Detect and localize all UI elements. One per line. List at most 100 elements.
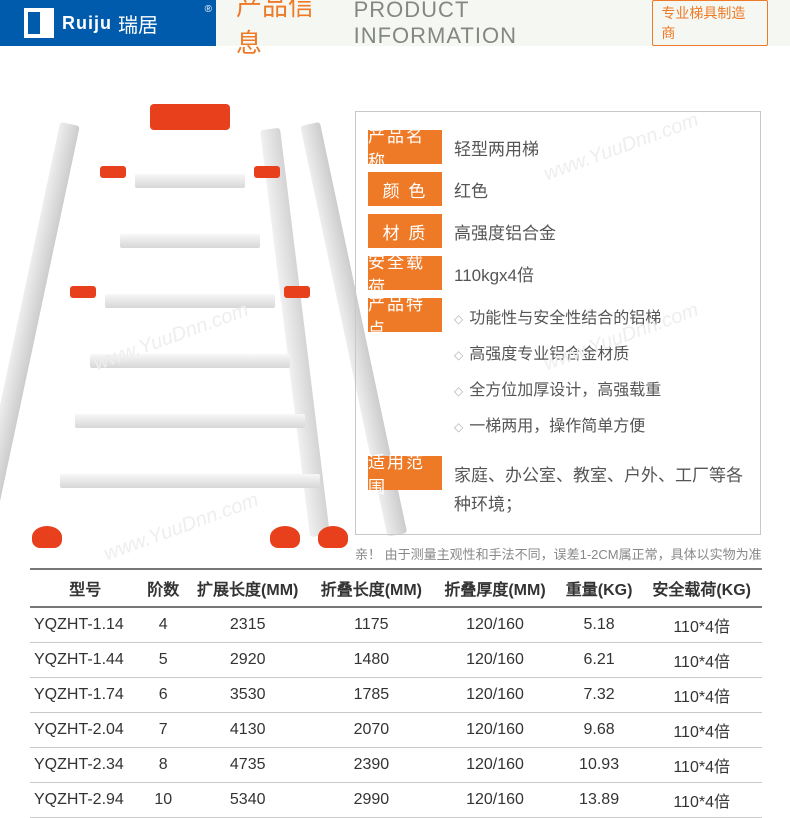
ladder-step (60, 474, 320, 488)
diamond-icon: ◇ (454, 348, 463, 362)
ladder-step (120, 234, 260, 248)
ladder-knob (254, 166, 280, 178)
table-cell: YQZHT-1.14 (30, 607, 141, 643)
info-label-load: 安全载荷 (368, 256, 442, 290)
feature-text: 功能性与安全性结合的铝梯 (469, 310, 661, 327)
table-cell: 10.93 (557, 748, 641, 783)
col-thick: 折叠厚度(MM) (433, 569, 557, 607)
table-cell: 110*4倍 (641, 678, 762, 713)
feature-item: ◇ 一梯两用，操作简单方便 (454, 412, 661, 436)
spec-table-header-row: 型号 阶数 扩展长度(MM) 折叠长度(MM) 折叠厚度(MM) 重量(KG) … (30, 569, 762, 607)
ladder-foot (270, 526, 300, 548)
table-cell: 8 (141, 748, 186, 783)
feature-text: 全方位加厚设计，高强载重 (469, 382, 661, 399)
logo-icon (24, 8, 54, 38)
info-label-material: 材 质 (368, 214, 442, 248)
info-value-material: 高强度铝合金 (442, 214, 556, 247)
info-panel: 产品名称 轻型两用梯 颜 色 红色 材 质 高强度铝合金 安全载荷 110kgx… (355, 111, 761, 535)
table-cell: 4 (141, 607, 186, 643)
logo-box: Ruiju 瑞居 ® (0, 0, 216, 46)
ladder-step (75, 414, 305, 428)
table-row: YQZHT-1.14423151175120/1605.18110*4倍 (30, 607, 762, 643)
table-cell: 1785 (310, 678, 434, 713)
table-row: YQZHT-2.941053402990120/16013.89110*4倍 (30, 783, 762, 818)
ladder-step (135, 174, 245, 188)
info-value-color: 红色 (442, 172, 488, 205)
table-cell: 110*4倍 (641, 783, 762, 818)
disclaimer-text: 亲！ 由于测量主观性和手法不同，误差1-2CM属正常，具体以实物为准 (355, 544, 762, 563)
table-cell: 13.89 (557, 783, 641, 818)
table-cell: 4735 (186, 748, 310, 783)
info-label-features: 产品特点 (368, 298, 442, 332)
logo-en: Ruiju (62, 14, 112, 32)
table-row: YQZHT-1.74635301785120/1607.32110*4倍 (30, 678, 762, 713)
feature-text: 一梯两用，操作简单方便 (469, 418, 645, 435)
table-cell: 120/160 (433, 678, 557, 713)
table-cell: 6 (141, 678, 186, 713)
header-bar: Ruiju 瑞居 ® 产品信息 PRODUCT INFORMATION 专业梯具… (0, 0, 790, 46)
feature-item: ◇ 功能性与安全性结合的铝梯 (454, 304, 661, 328)
ladder-step (105, 294, 275, 308)
header-right: 产品信息 PRODUCT INFORMATION 专业梯具制造商 (216, 0, 790, 46)
title-en: PRODUCT INFORMATION (354, 0, 639, 49)
table-row: YQZHT-2.34847352390120/16010.93110*4倍 (30, 748, 762, 783)
info-row-color: 颜 色 红色 (368, 172, 748, 206)
col-steps: 阶数 (141, 569, 186, 607)
ladder-knob (100, 166, 126, 178)
table-cell: 110*4倍 (641, 643, 762, 678)
table-cell: 1175 (310, 607, 434, 643)
diamond-icon: ◇ (454, 420, 463, 434)
table-cell: 7.32 (557, 678, 641, 713)
table-cell: 110*4倍 (641, 748, 762, 783)
table-cell: 120/160 (433, 748, 557, 783)
expert-badge: 专业梯具制造商 (652, 0, 768, 46)
feature-item: ◇ 高强度专业铝合金材质 (454, 340, 661, 364)
feature-item: ◇ 全方位加厚设计，高强载重 (454, 376, 661, 400)
feature-text: 高强度专业铝合金材质 (469, 346, 629, 363)
col-model: 型号 (30, 569, 141, 607)
main-area: 产品名称 轻型两用梯 颜 色 红色 材 质 高强度铝合金 安全载荷 110kgx… (0, 46, 790, 64)
table-cell: 2920 (186, 643, 310, 678)
info-value-scope: 家庭、办公室、教室、户外、工厂等各种环境； (442, 456, 748, 520)
col-load: 安全载荷(KG) (641, 569, 762, 607)
table-cell: 2390 (310, 748, 434, 783)
table-cell: 10 (141, 783, 186, 818)
info-row-name: 产品名称 轻型两用梯 (368, 130, 748, 164)
table-cell: 5 (141, 643, 186, 678)
diamond-icon: ◇ (454, 384, 463, 398)
table-cell: 1480 (310, 643, 434, 678)
ladder-foot (32, 526, 62, 548)
spec-table-body: YQZHT-1.14423151175120/1605.18110*4倍YQZH… (30, 607, 762, 818)
info-value-name: 轻型两用梯 (442, 130, 539, 163)
table-cell: 120/160 (433, 643, 557, 678)
table-cell: 2990 (310, 783, 434, 818)
ladder-foot (318, 526, 348, 548)
logo-cn: 瑞居 (118, 9, 158, 38)
table-cell: 2315 (186, 607, 310, 643)
ladder-knob (284, 286, 310, 298)
info-row-features: 产品特点 ◇ 功能性与安全性结合的铝梯 ◇ 高强度专业铝合金材质 ◇ 全方位加厚设计，… (368, 298, 748, 448)
ladder-top-cap (150, 104, 230, 130)
info-value-load: 110kgx4倍 (442, 256, 534, 289)
info-row-scope: 适用范围 家庭、办公室、教室、户外、工厂等各种环境； (368, 456, 748, 520)
spec-table-head: 型号 阶数 扩展长度(MM) 折叠长度(MM) 折叠厚度(MM) 重量(KG) … (30, 569, 762, 607)
table-cell: YQZHT-1.74 (30, 678, 141, 713)
table-cell: YQZHT-2.94 (30, 783, 141, 818)
table-cell: 3530 (186, 678, 310, 713)
table-cell: 6.21 (557, 643, 641, 678)
spec-table: 型号 阶数 扩展长度(MM) 折叠长度(MM) 折叠厚度(MM) 重量(KG) … (30, 568, 762, 818)
info-row-load: 安全载荷 110kgx4倍 (368, 256, 748, 290)
ladder-knob (70, 286, 96, 298)
diamond-icon: ◇ (454, 312, 463, 326)
col-weight: 重量(KG) (557, 569, 641, 607)
table-cell: 5.18 (557, 607, 641, 643)
info-row-material: 材 质 高强度铝合金 (368, 214, 748, 248)
col-extend: 扩展长度(MM) (186, 569, 310, 607)
table-cell: 5340 (186, 783, 310, 818)
logo-text: Ruiju (62, 14, 112, 32)
ladder-illustration (40, 104, 340, 544)
info-label-name: 产品名称 (368, 130, 442, 164)
product-image (40, 104, 340, 544)
table-cell: YQZHT-2.34 (30, 748, 141, 783)
reg-mark: ® (205, 4, 212, 15)
